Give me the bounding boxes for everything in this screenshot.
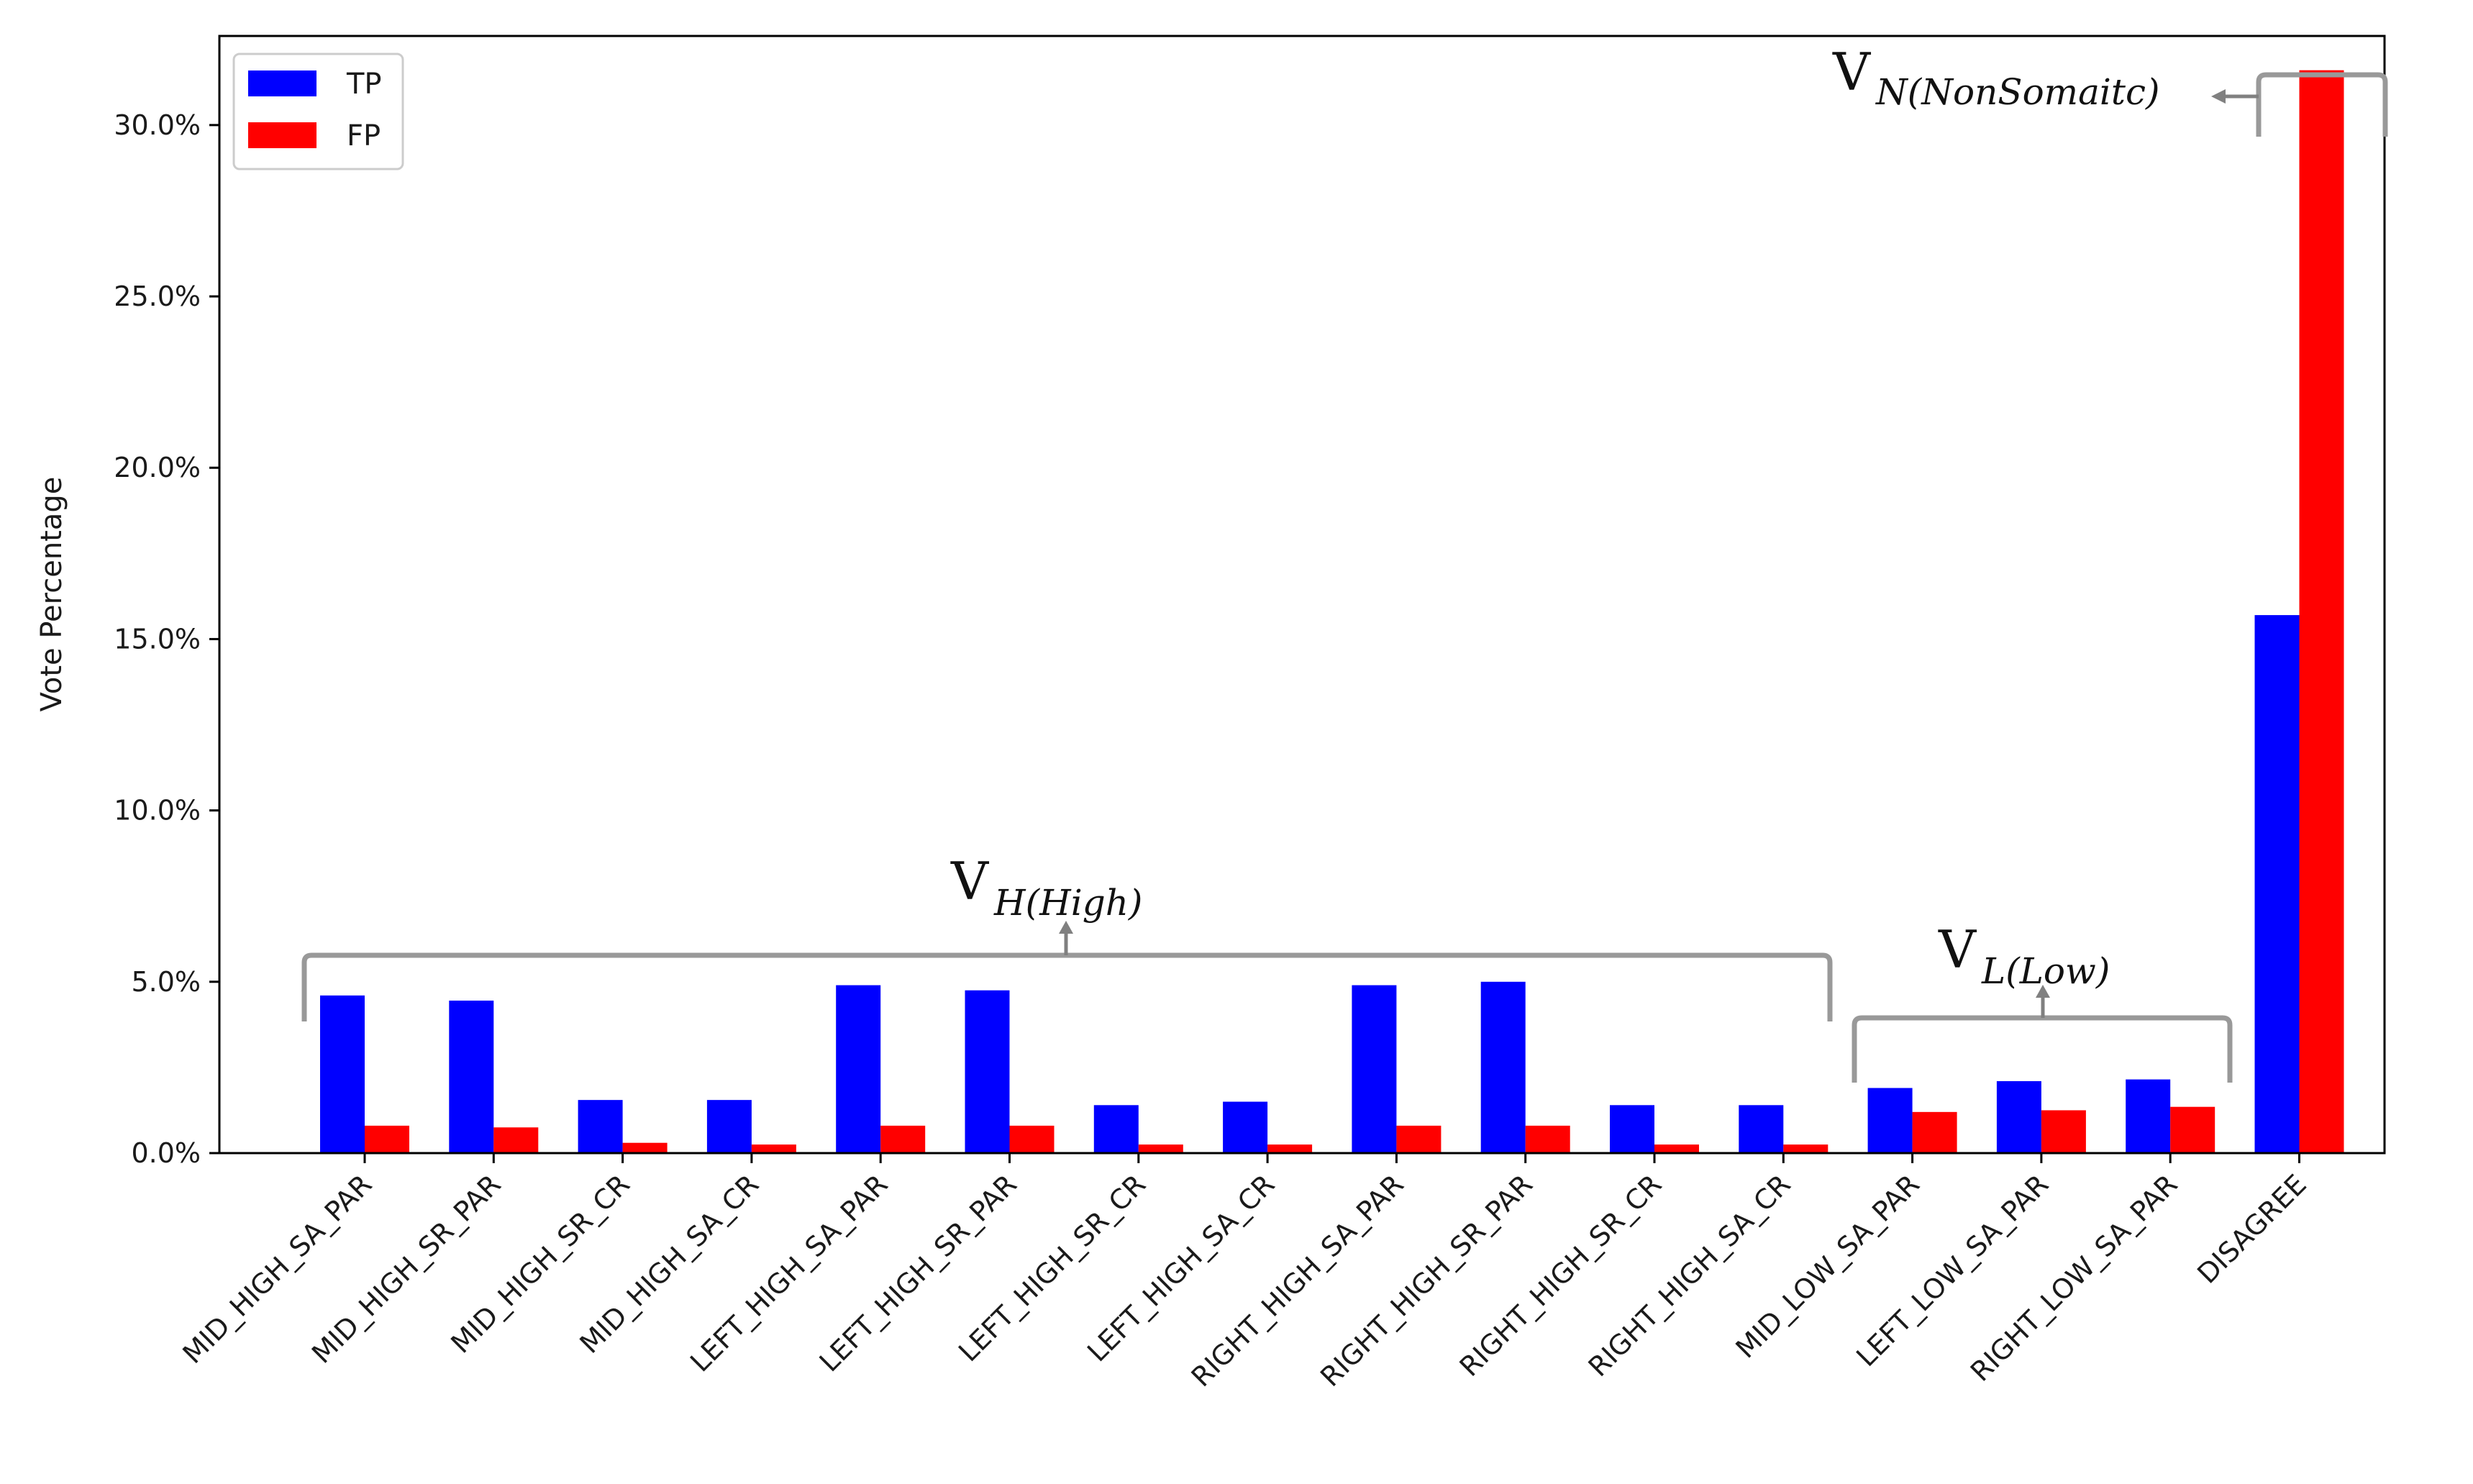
bracket-low — [1852, 1015, 2233, 1083]
y-tick-label: 0.0% — [131, 1137, 201, 1169]
bar-fp-mid-high-sr-par — [493, 1127, 539, 1153]
bar-tp-right-high-sa-cr — [1739, 1105, 1784, 1153]
y-axis: 0.0% 5.0% 10.0% 15.0% 20.0% 25.0% 30.0% — [114, 109, 219, 1169]
y-tick-label: 20.0% — [114, 452, 201, 483]
y-tick-label: 25.0% — [114, 281, 201, 312]
legend-label-fp: FP — [347, 119, 381, 153]
bar-fp-mid-high-sa-cr — [751, 1144, 796, 1153]
x-tick-label: RIGHT_LOW_SA_PAR — [1964, 1168, 2184, 1388]
bracket-nonsomatic — [2256, 72, 2388, 137]
annotation-low: V L(Low) — [1938, 919, 2110, 992]
bar-fp-left-high-sr-par — [1009, 1125, 1055, 1153]
bar-tp-left-low-sa-par — [1996, 1080, 2041, 1153]
bar-tp-mid-low-sa-par — [1867, 1088, 1913, 1153]
plot-frame — [218, 35, 2386, 1155]
y-tick-label: 10.0% — [114, 795, 201, 827]
bar-tp-left-high-sa-cr — [1223, 1101, 1268, 1153]
bar-fp-left-high-sa-cr — [1267, 1144, 1313, 1153]
bar-fp-right-high-sr-par — [1525, 1125, 1570, 1153]
group-annotations: V H(High) V L(Low) V N(NonSomaitc) — [301, 42, 2388, 1083]
bar-fp-left-high-sa-par — [880, 1125, 926, 1153]
annotation-high: V H(High) — [950, 851, 1142, 924]
legend-swatch-fp — [248, 122, 316, 148]
bars-layer — [320, 70, 2344, 1153]
bar-fp-right-high-sa-cr — [1783, 1144, 1828, 1153]
bar-tp-disagree — [2254, 615, 2300, 1153]
bar-tp-right-high-sr-cr — [1610, 1105, 1654, 1153]
legend: TP FP — [232, 53, 404, 170]
bar-fp-right-low-sa-par — [2170, 1106, 2215, 1153]
x-tick-label: DISAGREE — [2191, 1168, 2313, 1290]
bar-fp-mid-high-sa-par — [365, 1125, 409, 1153]
bar-fp-left-low-sa-par — [2041, 1110, 2086, 1153]
bar-tp-left-high-sr-cr — [1093, 1105, 1139, 1153]
bar-fp-mid-high-sr-cr — [622, 1142, 668, 1153]
bar-fp-disagree — [2299, 70, 2344, 1153]
bar-tp-left-high-sa-par — [836, 985, 881, 1153]
legend-label-tp: TP — [346, 68, 382, 101]
arrow-nonsomatic-head — [2211, 89, 2226, 104]
bar-tp-right-low-sa-par — [2126, 1079, 2171, 1153]
y-tick-label: 30.0% — [114, 109, 201, 141]
x-tick-label: RIGHT_HIGH_SA_PAR — [1185, 1168, 1410, 1393]
bar-tp-right-high-sr-par — [1480, 981, 1526, 1153]
bar-tp-left-high-sr-par — [965, 990, 1010, 1153]
legend-swatch-tp — [248, 70, 316, 96]
bar-tp-mid-high-sr-cr — [578, 1100, 623, 1153]
y-tick-label: 5.0% — [131, 966, 201, 998]
x-axis: MID_HIGH_SA_PARMID_HIGH_SR_PARMID_HIGH_S… — [177, 1153, 2313, 1393]
y-axis-label: Vote Percentage — [35, 477, 68, 712]
bar-tp-right-high-sa-par — [1352, 985, 1397, 1153]
arrow-high-head — [1059, 921, 1073, 934]
x-tick-label: RIGHT_HIGH_SR_PAR — [1314, 1168, 1539, 1393]
annotation-nonsomatic: V N(NonSomaitc) — [1832, 42, 2159, 113]
bar-fp-left-high-sr-cr — [1138, 1144, 1183, 1153]
bar-fp-right-high-sr-cr — [1654, 1144, 1699, 1153]
bar-tp-mid-high-sr-par — [449, 1001, 494, 1153]
bar-fp-mid-low-sa-par — [1912, 1111, 1957, 1153]
bar-tp-mid-high-sa-cr — [706, 1100, 752, 1153]
arrow-low-head — [2036, 985, 2050, 998]
bracket-high — [301, 952, 1833, 1021]
bar-fp-right-high-sa-par — [1396, 1125, 1442, 1153]
bar-tp-mid-high-sa-par — [320, 995, 365, 1153]
y-tick-label: 15.0% — [114, 623, 201, 655]
